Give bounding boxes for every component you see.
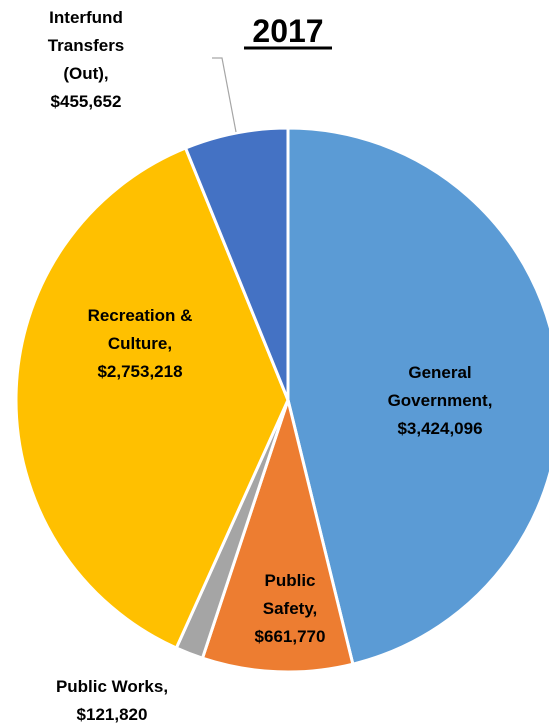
pie-slice	[286, 126, 549, 666]
slice-label: Public Safety, $661,770	[255, 571, 326, 646]
slice-label: General Government, $3,424,096	[388, 363, 493, 438]
slice-label: Recreation & Culture, $2,753,218	[88, 306, 193, 381]
slice-label-line: Recreation &	[88, 306, 193, 325]
slice-label-line: Safety,	[263, 599, 318, 618]
slice-label-line: Culture,	[108, 334, 172, 353]
slice-label-line: Public Works,	[56, 677, 168, 696]
slice-label-line: General	[408, 363, 471, 382]
slice-label-line: Public	[264, 571, 315, 590]
slice-label-line: $661,770	[255, 627, 326, 646]
pie-slice	[200, 398, 355, 674]
slice-label-line: Transfers	[48, 36, 125, 55]
chart-title: 2017	[252, 13, 323, 49]
pie-slice	[14, 146, 290, 650]
slice-label-line: $2,753,218	[97, 362, 182, 381]
slice-label-line: Interfund	[49, 8, 123, 27]
slice-label: Public Works, $121,820	[56, 677, 168, 724]
slice-label-line: Government,	[388, 391, 493, 410]
slice-label-line: (Out),	[63, 64, 108, 83]
leader-line	[212, 57, 237, 133]
slice-label-line: $3,424,096	[397, 419, 482, 438]
pie-slice	[184, 126, 290, 402]
slice-label-line: $455,652	[51, 92, 122, 111]
slice-label-line: $121,820	[77, 705, 148, 724]
slice-label: Interfund Transfers (Out), $455,652	[48, 8, 125, 111]
